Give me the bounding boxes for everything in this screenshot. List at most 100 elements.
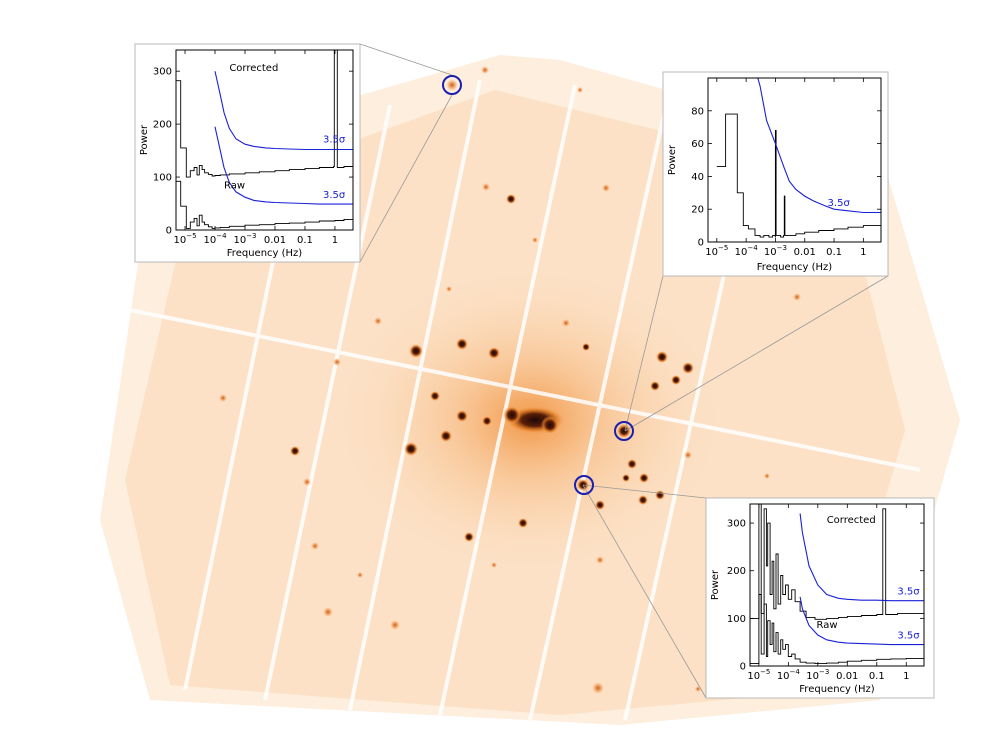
threshold-curve: [214, 126, 353, 205]
x-axis-label: Frequency (Hz): [757, 262, 833, 273]
source: [602, 184, 610, 192]
plot-annotation: Corrected: [827, 515, 876, 526]
source: [638, 495, 648, 505]
source: [622, 474, 630, 482]
connector-line: [359, 94, 453, 263]
source: [488, 347, 500, 359]
power-spectrum-series: [750, 504, 924, 620]
x-axis-label: Frequency (Hz): [799, 684, 875, 695]
x-tick-label: 0.01: [264, 235, 286, 246]
x-tick-label: 10−4: [203, 232, 227, 246]
source: [582, 343, 590, 351]
plot-annotation: 3.5σ: [323, 190, 346, 201]
inset-panel-top-left: 0 100 200 300 10−5 10−4 10−3 0.01 0.1 1 Frequency …: [134, 43, 361, 263]
connector-line: [624, 275, 889, 432]
source: [532, 237, 538, 243]
source: [595, 500, 605, 510]
x-tick-label: 1: [860, 247, 866, 258]
source: [482, 416, 492, 426]
connector-line: [582, 484, 707, 699]
source: [430, 391, 440, 401]
y-tick-label: 200: [153, 120, 172, 131]
x-tick-label: 1: [903, 671, 909, 682]
source: [357, 572, 363, 578]
x-tick-label: 0.01: [794, 247, 816, 258]
y-axis-label: Power: [667, 144, 678, 175]
source: [650, 381, 660, 391]
connector-line: [582, 484, 707, 499]
source: [303, 478, 311, 486]
connector-line: [359, 43, 453, 76]
y-tick-label: 0: [740, 662, 746, 673]
source: [562, 319, 570, 327]
source: [503, 406, 521, 424]
source: [446, 286, 452, 292]
plot-annotation: 3.5σ: [897, 630, 920, 641]
y-tick-label: 40: [691, 172, 704, 183]
source: [491, 562, 497, 568]
plot-frame: [707, 77, 882, 243]
plot-area: [750, 504, 924, 665]
source: [684, 451, 692, 459]
point-sources: [219, 66, 801, 694]
source: [592, 682, 604, 694]
source: [617, 424, 631, 438]
x-tick-label: 10−3: [233, 232, 256, 246]
plot-frame: [749, 503, 925, 667]
source: [577, 87, 583, 93]
y-tick-label: 0: [166, 226, 172, 237]
plot-annotation: 3.5σ: [897, 587, 920, 598]
source: [481, 66, 489, 74]
source: [446, 79, 458, 91]
source: [456, 410, 468, 422]
y-tick-label: 200: [727, 566, 746, 577]
inset-panel-top-right: 0 20 40 60 80 10−5 10−4 10−3 0.01 0.1 1 Frequency (…: [662, 71, 889, 277]
x-tick-label: 0.1: [826, 247, 842, 258]
source: [695, 686, 701, 692]
x-tick-label: 10−5: [173, 232, 196, 246]
inset-panel-bottom-right: 0 100 200 300 10−5 10−4 10−3 0.01 0.1 1 Frequency …: [705, 497, 935, 699]
circle-marker: [442, 75, 462, 95]
y-tick-label: 100: [153, 173, 172, 184]
source: [655, 490, 665, 500]
x-tick-label: 0.1: [297, 235, 313, 246]
x-tick-label: 10−3: [764, 244, 787, 258]
power-spectrum-series: [176, 50, 353, 178]
y-tick-label: 300: [153, 67, 172, 78]
power-spectrum-series: [716, 113, 881, 238]
source: [656, 351, 668, 363]
source: [793, 293, 801, 301]
chip-gap-line: [129, 308, 921, 472]
plot-annotation: Raw: [816, 620, 837, 631]
plot-annotation: 3.5σ: [323, 135, 346, 146]
x-tick-label: 10−4: [735, 244, 759, 258]
y-tick-label: 80: [691, 106, 704, 117]
y-tick-label: 60: [691, 139, 704, 150]
source-markers: [442, 75, 634, 495]
plot-annotation: Corrected: [229, 63, 278, 74]
x-tick-label: 0.01: [836, 671, 858, 682]
y-tick-label: 0: [698, 238, 704, 249]
connector-line: [624, 275, 664, 432]
x-tick-label: 10−3: [806, 668, 829, 682]
source: [506, 194, 516, 204]
circle-marker: [614, 421, 634, 441]
y-tick-label: 20: [691, 205, 704, 216]
inset-panel-frame: [134, 43, 361, 263]
inset-connectors: [359, 43, 889, 699]
source: [333, 358, 341, 366]
threshold-curve: [799, 513, 924, 602]
source: [374, 317, 382, 325]
source: [456, 338, 468, 350]
chip-gap-line: [528, 109, 667, 721]
source: [627, 459, 637, 469]
source: [323, 607, 333, 617]
source: [682, 362, 694, 374]
x-tick-label: 10−4: [777, 668, 801, 682]
x-axis-label: Frequency (Hz): [227, 248, 303, 259]
chip-gap-line: [263, 104, 392, 701]
x-tick-label: 10−5: [747, 668, 770, 682]
chip-gap-line: [348, 79, 482, 711]
source: [311, 542, 319, 550]
